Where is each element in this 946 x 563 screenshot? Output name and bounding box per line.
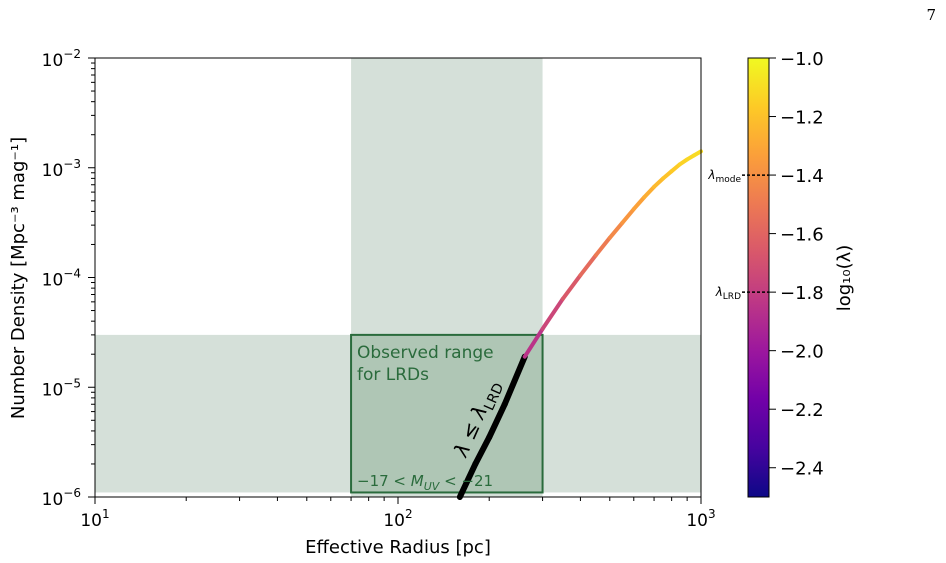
x-tick-label: 101	[80, 507, 109, 531]
curve-segment	[692, 149, 703, 158]
observed-range-box	[350, 333, 544, 494]
colorbar-tick-label: −2.2	[780, 400, 824, 421]
curve-segment-highlight	[501, 353, 528, 408]
curve-segment	[642, 184, 657, 200]
mag-symbol: M	[411, 472, 424, 490]
colorbar	[747, 57, 770, 498]
y-tick-label: 10−4	[42, 267, 81, 291]
magnitude-label: −17 < MUV < −21	[357, 472, 493, 493]
curve-segment	[522, 326, 545, 359]
colorbar-ticks: −2.4 −2.2 −2.0 −1.8 −1.6 −1.4 −1.2 −1.0	[769, 49, 824, 480]
colorbar-tick-label: −2.0	[780, 342, 824, 363]
y-tick-label: 10−6	[42, 486, 81, 510]
curve-segment-highlight	[486, 401, 508, 441]
page-number: 7	[926, 6, 936, 24]
observed-box	[350, 333, 544, 494]
colorbar-markers: λmode λLRD	[707, 168, 769, 302]
curve-segment-highlight	[472, 434, 493, 467]
observed-label-line1: Observed range	[357, 343, 494, 363]
x-tick-label: 103	[686, 507, 715, 531]
colorbar-tick-label: −2.4	[780, 459, 824, 480]
curve-segment	[607, 220, 625, 240]
colorbar-tick-label: −1.6	[780, 225, 824, 246]
curve-segment	[631, 195, 647, 212]
y-ticks: 10−6 10−5 10−4 10−3 10−2	[42, 47, 95, 510]
observed-label-line2: for LRDs	[357, 365, 429, 385]
colorbar-tick-label: −1.8	[780, 283, 824, 304]
x-axis-label: Effective Radius [pc]	[305, 537, 491, 558]
curve-segment	[578, 253, 598, 278]
colorbar-marker-label: λLRD	[715, 285, 741, 302]
curve-segment-highlight	[456, 460, 479, 500]
y-tick-label: 10−5	[42, 376, 81, 400]
curve-segment	[540, 296, 565, 331]
x-ticks: 101 102 103	[80, 497, 716, 531]
y-tick-label: 10−3	[42, 157, 81, 181]
y-axis-label: Number Density [Mpc⁻³ mag⁻¹]	[8, 137, 29, 419]
mag-prefix: −17 <	[357, 472, 411, 490]
colorbar-tick-label: −1.0	[780, 49, 824, 70]
curve-segment	[620, 207, 636, 225]
curve-segment	[652, 176, 666, 189]
x-tick-label: 102	[383, 507, 412, 531]
colorbar-marker-label: λmode	[707, 168, 741, 185]
colorbar-tick-label: −1.4	[780, 166, 824, 187]
curve-segment	[593, 235, 612, 258]
colorbar-tick-label: −1.2	[780, 108, 824, 129]
y-tick-label: 10−2	[42, 47, 81, 71]
curve	[456, 149, 703, 500]
colorbar-label: log₁₀(λ)	[834, 245, 855, 312]
mag-subscript: UV	[424, 480, 441, 493]
curve-segment	[560, 273, 583, 301]
mag-suffix: < −21	[439, 472, 493, 490]
